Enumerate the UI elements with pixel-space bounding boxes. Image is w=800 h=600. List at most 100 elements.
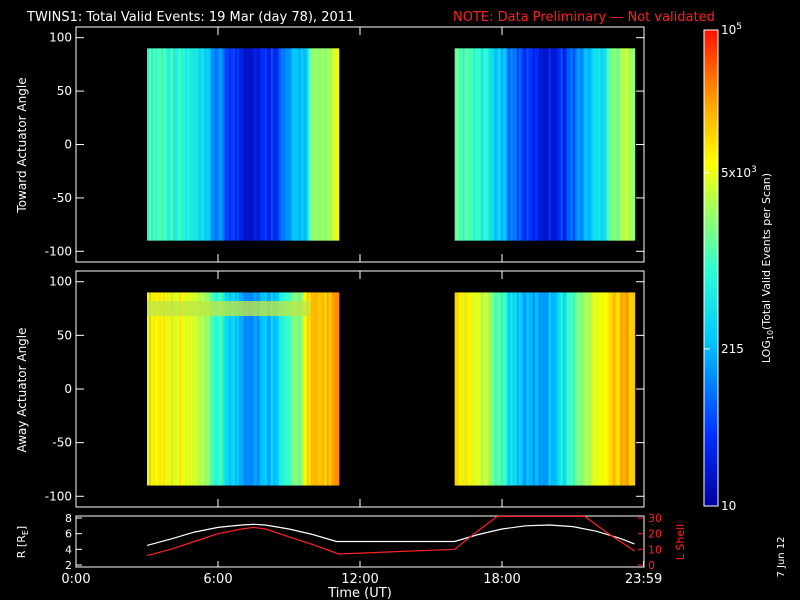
heatmap-column <box>498 48 502 241</box>
heatmap-column <box>454 48 458 241</box>
heatmap-column <box>478 48 482 241</box>
heatmap-column <box>190 292 194 486</box>
heatmap-column <box>548 48 552 241</box>
heatmap-column <box>628 48 632 241</box>
heatmap-column <box>482 48 486 241</box>
heatmap-column <box>310 292 314 486</box>
heatmap-column <box>520 292 524 486</box>
heatmap-column <box>562 48 566 241</box>
heatmap-column <box>464 292 468 486</box>
x-axis-label: Time (UT) <box>327 586 392 600</box>
heatmap-column <box>152 48 156 241</box>
heatmap-column <box>154 292 158 486</box>
x-tick-label: 6:00 <box>203 572 232 587</box>
heatmap-column <box>198 292 202 486</box>
heatmap-column <box>482 292 486 486</box>
heatmap-column <box>520 48 524 241</box>
heatmap-column <box>512 48 516 241</box>
heatmap-column <box>468 292 472 486</box>
heatmap-column <box>470 292 474 486</box>
heatmap-column <box>598 48 602 241</box>
heatmap-column <box>460 48 464 241</box>
heatmap-column <box>254 48 258 241</box>
heatmap-column <box>480 292 484 486</box>
heatmap-column <box>612 48 616 241</box>
y-tick-label: 0 <box>64 382 72 396</box>
heatmap-column <box>562 292 566 486</box>
heatmap-column <box>336 48 340 241</box>
heatmap-column <box>152 292 156 486</box>
heatmap-column <box>514 48 518 241</box>
away-axes: -100 -50 0 50 100 <box>45 271 645 507</box>
colorbar-tick-label: 10 <box>721 499 736 513</box>
heatmap-column <box>258 292 262 486</box>
heatmap-column <box>582 48 586 241</box>
heatmap-column <box>584 292 588 486</box>
heatmap-column <box>600 292 604 486</box>
heatmap-column <box>170 48 174 241</box>
heatmap-column <box>484 48 488 241</box>
heatmap-column <box>504 292 508 486</box>
heatmap-column <box>538 292 542 486</box>
heatmap-column <box>494 292 498 486</box>
heatmap-column <box>158 292 162 486</box>
heatmap-column <box>286 292 290 486</box>
heatmap-column <box>600 48 604 241</box>
heatmap-column <box>230 292 234 486</box>
heatmap-column <box>458 48 462 241</box>
heatmap-column <box>332 292 336 486</box>
heatmap-column <box>474 292 478 486</box>
heatmap-column <box>226 292 230 486</box>
heatmap-column <box>574 48 578 241</box>
heatmap-column <box>156 48 160 241</box>
heatmap-column <box>336 292 340 486</box>
heatmap-column <box>156 292 160 486</box>
heatmap-column <box>516 292 520 486</box>
heatmap-column <box>566 48 570 241</box>
heatmap-column <box>286 48 290 241</box>
orbit-ylabel-right: L Shell <box>674 524 687 560</box>
heatmap-column <box>524 48 528 241</box>
heatmap-column <box>534 48 538 241</box>
heatmap-column <box>528 292 532 486</box>
heatmap-column <box>496 292 500 486</box>
heatmap-column <box>558 48 562 241</box>
heatmap-column <box>150 292 154 486</box>
heatmap-column <box>632 292 636 486</box>
heatmap-column <box>608 292 612 486</box>
heatmap-column <box>632 48 636 241</box>
colorbar <box>703 29 719 507</box>
heatmap-column <box>598 292 602 486</box>
heatmap-column <box>292 292 296 486</box>
heatmap-column <box>586 292 590 486</box>
heatmap-column <box>248 292 252 486</box>
heatmap-column <box>550 48 554 241</box>
heatmap-column <box>278 48 282 241</box>
heatmap-column <box>178 292 182 486</box>
heatmap-column <box>252 48 256 241</box>
heatmap-column <box>516 48 520 241</box>
heatmap-column <box>272 48 276 241</box>
y-tick-label: 50 <box>57 84 72 98</box>
heatmap-column <box>322 48 326 241</box>
heatmap-column <box>514 292 518 486</box>
y-tick-label: 100 <box>49 275 72 289</box>
heatmap-column <box>324 292 328 486</box>
heatmap-column <box>266 292 270 486</box>
heatmap-column <box>274 48 278 241</box>
heatmap-column <box>568 292 572 486</box>
heatmap-column <box>278 292 282 486</box>
heatmap-column <box>232 292 236 486</box>
heatmap-column <box>328 48 332 241</box>
heatmap-column <box>612 292 616 486</box>
y-tick-label: 50 <box>57 328 72 342</box>
heatmap-column <box>238 292 242 486</box>
heatmap-column <box>220 292 224 486</box>
heatmap-column <box>604 292 608 486</box>
heatmap-column <box>268 292 272 486</box>
heatmap-column <box>552 48 556 241</box>
heatmap-column <box>572 292 576 486</box>
heatmap-column <box>276 292 280 486</box>
orbit-right-tick-label: 20 <box>648 528 662 541</box>
heatmap-column <box>164 292 168 486</box>
